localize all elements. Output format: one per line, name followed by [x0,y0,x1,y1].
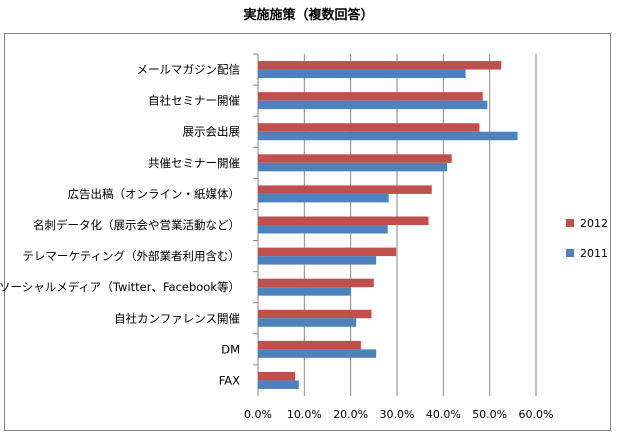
legend-swatch-2012 [566,219,574,227]
x-tick-label: 50.0% [472,408,507,421]
bar-2011 [258,225,388,234]
x-tick-label: 10.0% [287,408,322,421]
category-label: メールマガジン配信 [137,63,241,77]
bar-2011 [258,256,377,265]
bar-2012 [258,247,397,257]
bar-2012 [258,154,452,163]
category-label: FAX [219,373,240,387]
legend: 2012 2011 [566,213,608,273]
x-tick-label: 60.0% [519,408,554,421]
bar-2011 [258,287,351,296]
legend-label-2011: 2011 [580,246,608,260]
bar-2011 [258,100,488,110]
bar-2011 [258,380,299,389]
legend-label-2012: 2012 [580,216,608,230]
bar-2011 [258,69,466,79]
category-label: 広告出稿（オンライン・紙媒体） [68,187,241,201]
category-label: 共催セミナー開催 [148,156,240,170]
bar-2011 [258,193,389,203]
bar-2012 [258,340,361,350]
x-tick-label: 40.0% [426,408,461,421]
bar-2012 [258,92,483,101]
bar-2012 [258,216,429,225]
category-label: 名刺データ化（展示会や営業活動など） [33,218,240,232]
legend-item-2012: 2012 [566,213,608,233]
bar-2011 [258,162,448,172]
bar-2012 [258,185,432,194]
x-tick-label: 0.0% [244,408,272,421]
bar-2012 [258,309,372,319]
x-tick-label: 20.0% [333,408,368,421]
bar-2012 [258,278,374,288]
category-label: 自社セミナー開催 [148,94,240,108]
bar-2011 [258,131,518,141]
category-label: テレマーケティング（外部業者利用含む） [22,249,240,263]
bar-2012 [258,61,502,70]
bar-2012 [258,371,296,381]
category-label: 自社カンファレンス開催 [114,311,240,325]
chart-title: 実施施策（複数回答） [243,8,374,23]
category-label: DM [221,342,240,356]
x-tick-label: 30.0% [380,408,415,421]
bar-2011 [258,318,357,327]
legend-swatch-2011 [566,249,574,257]
category-label: ソーシャルメディア（Twitter、Facebook等） [0,280,240,294]
category-label: 展示会出展 [183,125,241,139]
bar-2012 [258,123,480,132]
legend-item-2011: 2011 [566,243,608,263]
bar-2011 [258,349,377,358]
